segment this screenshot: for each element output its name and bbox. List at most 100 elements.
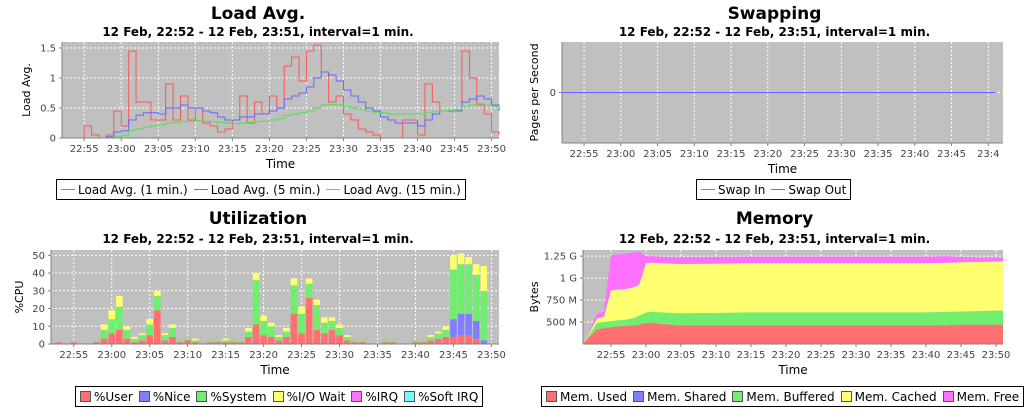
chart-legend: Swap In Swap Out (696, 179, 852, 200)
stacked-bar-segment (100, 324, 108, 330)
stacked-bar-segment (138, 335, 146, 341)
series-line (62, 103, 500, 139)
x-tick-label: 23:30 (827, 149, 856, 160)
stacked-area (583, 310, 1003, 344)
stacked-bar-segment (480, 265, 488, 291)
x-tick-label: 23:25 (790, 149, 819, 160)
stacked-bar-segment (131, 338, 138, 343)
stacked-bar-segment (275, 340, 283, 344)
x-tick-label: 23:50 (477, 350, 506, 361)
legend-item: Mem. Buffered (732, 390, 835, 404)
x-tick-label: 23:10 (680, 149, 709, 160)
legend-label: %I/O Wait (286, 389, 346, 404)
legend-label: %IRQ (365, 389, 399, 404)
x-tick-label: 23:45 (937, 149, 966, 160)
stacked-bar-segment (450, 255, 457, 270)
stacked-bar-segment (389, 340, 396, 343)
stacked-bar-segment (131, 342, 138, 344)
stacked-bar-segment (305, 283, 313, 298)
stacked-bar-segment (93, 340, 100, 343)
stacked-bar-segment (154, 310, 161, 344)
stacked-bar-segment (108, 333, 116, 344)
stacked-bar-segment (237, 342, 245, 344)
x-tick-label: 23:05 (643, 149, 672, 160)
stacked-bar-segment (328, 317, 336, 321)
stacked-bar-segment (450, 319, 457, 337)
legend-item: Mem. Shared (633, 390, 726, 404)
stacked-bar-segment (176, 340, 184, 343)
x-tick-label: 23:35 (864, 149, 893, 160)
x-tick-label: 23:15 (218, 144, 247, 155)
chart-subtitle: 12 Feb, 22:52 - 12 Feb, 23:51, interval=… (102, 232, 414, 246)
x-tick-label: 22:55 (59, 350, 88, 361)
stacked-bar-segment (450, 269, 457, 320)
stacked-bar-segment (100, 329, 108, 339)
y-tick-label: 40 (32, 269, 45, 280)
stacked-bar-segment (146, 324, 154, 336)
stacked-bar-segment (419, 340, 427, 343)
stacked-bar-segment (298, 306, 305, 314)
stacked-bar-segment (321, 333, 328, 344)
stacked-bar-segment (442, 326, 450, 330)
chart-legend: Mem. Used Mem. Shared Mem. Buffered Mem. Ca… (541, 386, 1025, 407)
stacked-bar-segment (290, 278, 298, 286)
y-tick-label: 50 (32, 251, 45, 262)
stacked-bar-segment (100, 338, 108, 344)
x-tick-label: 22:55 (70, 144, 99, 155)
utilization-chart: 22:55 23:00 23:05 23:10 23:15 23:20 23:25 23:30… (13, 250, 506, 377)
legend-item: Mem. Cached (840, 390, 937, 404)
y-tick-label: 0 (550, 88, 556, 99)
legend-swatch (633, 391, 645, 402)
x-axis-title: Time (767, 162, 797, 176)
legend-item: %User (80, 390, 133, 404)
stacked-bar-segment (427, 340, 434, 344)
x-tick-label: 23:10 (702, 350, 731, 361)
x-tick-label: 22:55 (570, 149, 599, 160)
legend-swatch (351, 391, 363, 402)
stacked-bar-segment (389, 342, 396, 344)
x-tick-label: 23:10 (181, 144, 210, 155)
stacked-bar-segment (427, 335, 434, 337)
chart-legend: %User %Nice %System %I/O Wait %IRQ %Soft IRQ (75, 386, 484, 407)
stacked-bar-segment (457, 264, 465, 314)
stacked-bar-segment (465, 257, 472, 265)
x-axis-title: Time (265, 157, 295, 171)
stacked-bar-segment (146, 335, 154, 344)
stacked-bar-segment (222, 342, 229, 344)
legend-label: Load Avg. (5 min.) (210, 182, 321, 197)
legend-swatch (326, 189, 341, 190)
chart-subtitle: 12 Feb, 22:52 - 12 Feb, 23:51, interval=… (102, 25, 414, 39)
memory-chart: 22:55 23:00 23:05 23:10 23:15 23:20 23:25 23:30… (528, 250, 1010, 377)
legend-swatch (732, 391, 744, 402)
stacked-area (583, 261, 1003, 344)
legend-label: Load Avg. (1 min.) (78, 182, 188, 197)
stacked-bar-segment (267, 326, 275, 337)
x-tick-label: 23:40 (403, 144, 432, 155)
x-tick-label: 23:10 (173, 350, 202, 361)
stacked-bar-segment (184, 338, 191, 341)
stacked-bar-segment (176, 342, 184, 344)
legend-item: Mem. Used (546, 390, 627, 404)
x-tick-label: 22:55 (597, 350, 626, 361)
legend-label: %Nice (152, 389, 191, 404)
stacked-bar-segment (131, 336, 138, 339)
stacked-bar-segment (336, 324, 343, 329)
x-tick-label: 23:45 (439, 350, 468, 361)
stacked-bar-segment (313, 299, 321, 305)
legend-swatch (196, 391, 208, 402)
stacked-bar-segment (229, 340, 237, 343)
stacked-bar-segment (191, 338, 199, 341)
stacked-bar-segment (359, 340, 366, 343)
stacked-bar-segment (313, 329, 321, 344)
x-tick-label: 23:45 (947, 350, 976, 361)
x-tick-label: 23:30 (842, 350, 871, 361)
stacked-bar-segment (290, 313, 298, 344)
stacked-bar-segment (207, 342, 214, 344)
stacked-bar-segment (305, 278, 313, 284)
stacked-bar-segment (321, 317, 328, 323)
x-tick-label: 23:15 (737, 350, 766, 361)
stacked-bar-segment (123, 326, 131, 330)
chart-title: Load Avg. (210, 4, 306, 24)
legend-label: %User (94, 389, 133, 404)
stacked-area (583, 251, 1003, 344)
